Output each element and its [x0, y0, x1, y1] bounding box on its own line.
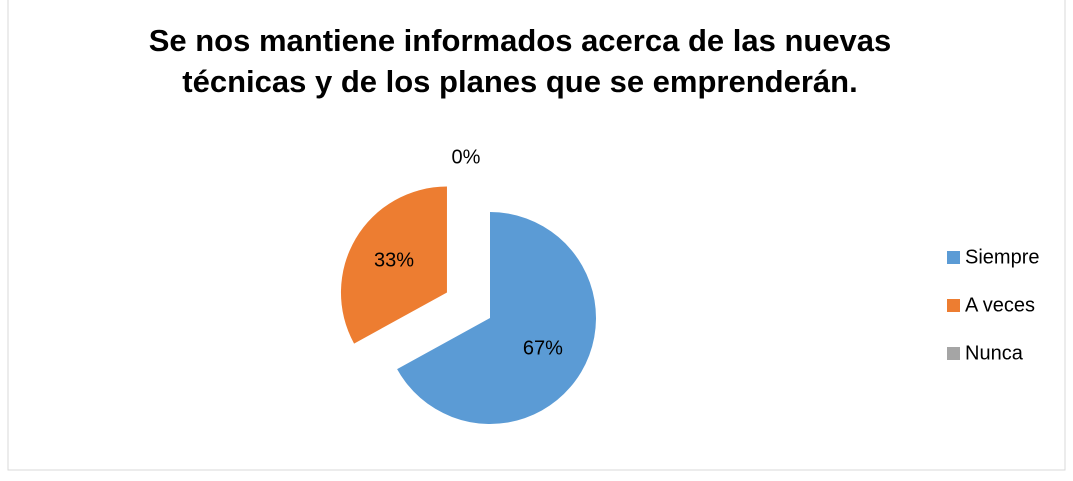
- data-label: 0%: [452, 146, 481, 168]
- legend-label: A veces: [965, 294, 1035, 316]
- pie-slice: [397, 212, 597, 424]
- legend-label: Nunca: [965, 342, 1024, 364]
- legend-swatch: [947, 347, 960, 360]
- legend-swatch: [947, 251, 960, 264]
- legend-swatch: [947, 299, 960, 312]
- data-label: 33%: [374, 250, 414, 272]
- data-label: 67%: [523, 338, 563, 360]
- pie-slice: [340, 186, 447, 344]
- legend-label: Siempre: [965, 246, 1039, 268]
- chart-title: Se nos mantiene informados acerca de las…: [148, 23, 892, 99]
- chart-border: [7, 0, 1066, 471]
